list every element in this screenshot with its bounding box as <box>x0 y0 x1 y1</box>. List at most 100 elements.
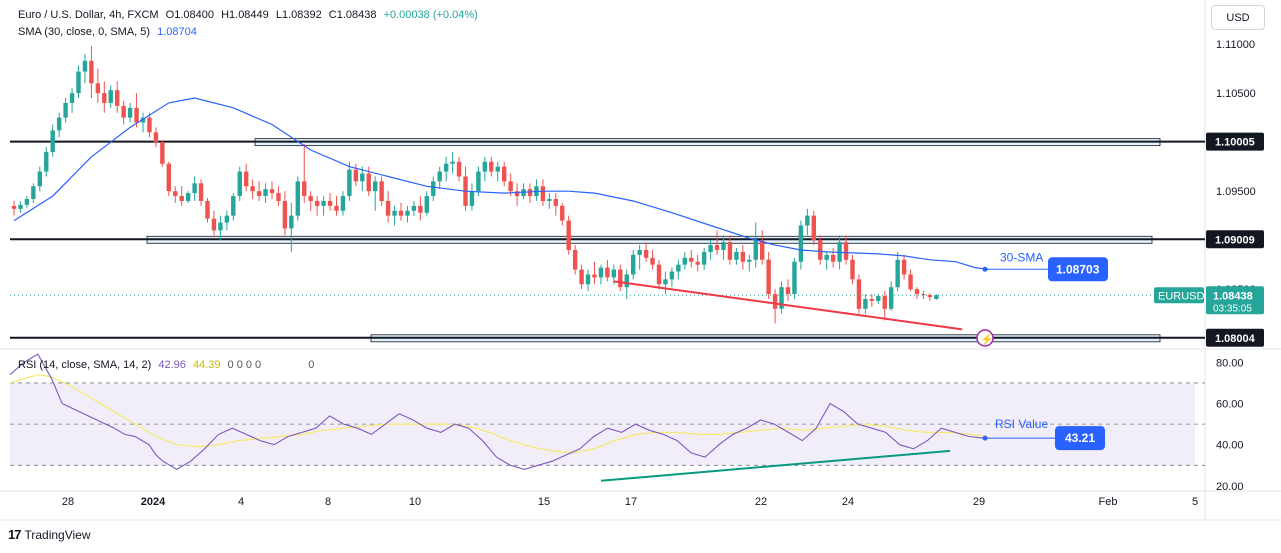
candle-body <box>373 181 378 192</box>
candle-body <box>134 107 139 123</box>
candle-body <box>276 193 281 201</box>
candle-body <box>244 171 249 187</box>
candle-body <box>185 193 191 201</box>
candle-body <box>482 161 488 172</box>
time-tick-label: 8 <box>325 496 331 508</box>
candle-body <box>869 298 875 301</box>
candle-body <box>360 173 365 182</box>
candle-body <box>734 251 739 260</box>
close-label: C <box>328 9 337 21</box>
candle-body <box>205 200 210 219</box>
candle-body <box>598 267 604 278</box>
price-tick-label: 1.09500 <box>1216 186 1256 198</box>
sma-callout-badge <box>1048 257 1108 282</box>
candle-body <box>121 105 126 118</box>
candle-body <box>437 171 442 182</box>
rsi-legend-value: 42.96 <box>158 359 186 371</box>
time-tick-label: 22 <box>755 496 767 508</box>
candle-body <box>579 269 584 285</box>
candle-body <box>882 296 887 309</box>
candle-body <box>392 210 397 216</box>
candle-body <box>740 251 746 262</box>
rsi-tick-label: 20.00 <box>1216 481 1244 493</box>
sma-title: SMA (30, close, 0, SMA, 5) <box>18 26 151 38</box>
open-label: O <box>165 9 175 21</box>
price-trendline <box>613 280 963 331</box>
rsi-title: RSI (14, close, SMA, 14, 2) <box>18 359 152 371</box>
candle-body <box>282 200 288 229</box>
candle-body <box>637 249 642 255</box>
time-tick-label: 15 <box>538 496 550 508</box>
candle-body <box>418 205 423 213</box>
time-tick-label: 17 <box>625 496 637 508</box>
change-value: +0.00038 (+0.04%) <box>383 9 478 21</box>
sma-callout-label: 30-SMA <box>1000 250 1043 264</box>
candle-body <box>89 60 94 84</box>
candle-body <box>231 196 236 216</box>
time-tick-label: 5 <box>1192 496 1198 508</box>
candle-body <box>31 186 36 199</box>
candle-body <box>489 161 494 172</box>
currency-button[interactable]: USD <box>1211 5 1265 30</box>
candle-body <box>560 205 565 221</box>
candle-body <box>695 261 700 265</box>
candle-body <box>211 218 217 231</box>
candle-body <box>772 294 778 309</box>
candle-body <box>721 242 726 250</box>
sma-value: 1.08704 <box>157 26 197 38</box>
level-price-label: 1.09009 <box>1215 234 1255 246</box>
candle-body <box>256 191 262 197</box>
high-label: H <box>221 9 230 21</box>
candle-body <box>605 267 610 278</box>
rsi-callout-label: RSI Value <box>995 417 1048 431</box>
candle-body <box>714 245 720 250</box>
candle-body <box>495 166 500 172</box>
candle-body <box>856 279 862 309</box>
rsi-sma-line <box>9 374 984 454</box>
level-price-label: 1.10005 <box>1215 137 1255 149</box>
candle-body <box>921 294 926 296</box>
time-tick-label: 10 <box>409 496 421 508</box>
candle-body <box>843 242 849 260</box>
candle-body <box>385 200 391 216</box>
candle-body <box>572 249 578 270</box>
price-tick-label: 1.10500 <box>1216 88 1256 100</box>
symbol-title: Euro / U.S. Dollar, 4h, FXCM <box>18 9 159 21</box>
time-tick-label: 2024 <box>141 496 166 508</box>
candle-body <box>527 189 533 197</box>
candle-body <box>682 257 687 265</box>
brand-name: TradingView <box>24 527 91 542</box>
candle-body <box>443 163 449 172</box>
candle-body <box>908 274 913 290</box>
candle-body <box>585 274 591 285</box>
low-label: L <box>275 9 282 21</box>
candle-body <box>850 259 855 280</box>
candle-body <box>708 245 713 252</box>
candle-body <box>263 189 268 197</box>
candle-body <box>656 264 662 285</box>
candle-body <box>779 287 784 309</box>
candle-body <box>669 271 675 280</box>
candle-body <box>269 189 275 194</box>
candle-body <box>611 269 617 278</box>
candle-body <box>63 102 68 118</box>
rsi-callout-dot <box>982 435 988 441</box>
candle-body <box>166 163 171 192</box>
candle-body <box>450 161 455 164</box>
candle-body <box>321 200 326 206</box>
candle-body <box>676 264 681 272</box>
candle-body <box>547 198 552 201</box>
candle-body <box>663 279 668 285</box>
candle-body <box>308 196 313 201</box>
candle-body <box>115 90 120 106</box>
rsi-extra-values: 0 0 0 0 <box>227 359 262 371</box>
candle-body <box>514 191 520 197</box>
close-value: 1.08438 <box>336 9 377 21</box>
candle-body <box>353 169 359 182</box>
candle-body <box>876 296 881 301</box>
candle-body <box>82 60 88 72</box>
candle-body <box>889 287 894 309</box>
candle-body <box>785 287 791 295</box>
candle-body <box>830 254 836 262</box>
